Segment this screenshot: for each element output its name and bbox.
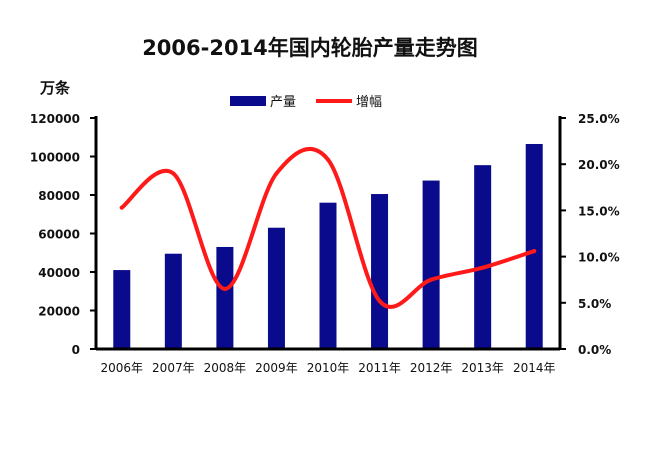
y-right-tick-label: 5.0% xyxy=(578,297,611,311)
bar xyxy=(422,180,440,349)
plot-area: 0 20000 40000 60000 80000 100000 120000 0.0% 5.0… xyxy=(30,112,620,375)
growth-line xyxy=(119,146,537,309)
x-tick-label: 2006年 xyxy=(101,361,144,375)
growth-point xyxy=(377,298,382,303)
x-tick-label: 2013年 xyxy=(461,361,504,375)
y-right-tick-label: 0.0% xyxy=(578,343,611,357)
y-right-tick-label: 20.0% xyxy=(578,158,620,172)
bar xyxy=(371,194,389,349)
bar xyxy=(164,253,182,349)
growth-point xyxy=(119,205,124,210)
x-tick-label: 2009年 xyxy=(255,361,298,375)
x-tick-label: 2014年 xyxy=(513,361,556,375)
y-right-tick-label: 15.0% xyxy=(578,204,620,218)
growth-point xyxy=(480,265,485,270)
growth-point xyxy=(429,277,434,282)
y-left-tick-label: 20000 xyxy=(38,305,80,319)
x-tick-label: 2010年 xyxy=(307,361,350,375)
bar xyxy=(525,143,543,349)
bar xyxy=(113,270,131,349)
x-tick-label: 2007年 xyxy=(152,361,195,375)
bar xyxy=(267,227,285,349)
y-left-tick-label: 120000 xyxy=(30,112,80,126)
y-left-tick-label: 40000 xyxy=(38,266,80,280)
bar xyxy=(474,165,492,349)
growth-point xyxy=(222,286,227,291)
y-left-unit-label: 万条 xyxy=(39,79,71,97)
y-right-tick-label: 10.0% xyxy=(578,251,620,265)
bar xyxy=(216,246,234,349)
x-tick-label: 2012年 xyxy=(410,361,453,375)
y-right-tick-label: 25.0% xyxy=(578,112,620,126)
legend: 产量 增幅 xyxy=(230,95,382,110)
growth-point xyxy=(326,157,330,162)
growth-point xyxy=(171,171,176,176)
y-left-tick-label: 100000 xyxy=(30,151,80,165)
bar xyxy=(319,202,337,349)
growth-point xyxy=(274,171,279,176)
y-left-tick-label: 80000 xyxy=(38,189,80,203)
legend-swatch-bar xyxy=(230,96,266,106)
x-tick-label: 2008年 xyxy=(204,361,247,375)
x-tick-label: 2011年 xyxy=(358,361,401,375)
y-left-tick-label: 0 xyxy=(72,343,80,357)
chart-title: 2006-2014年国内轮胎产量走势图 xyxy=(142,36,478,60)
growth-point xyxy=(532,249,537,254)
y-left-tick-label: 60000 xyxy=(38,228,80,242)
legend-label-line: 增幅 xyxy=(356,95,382,110)
legend-label-bar: 产量 xyxy=(270,95,296,110)
